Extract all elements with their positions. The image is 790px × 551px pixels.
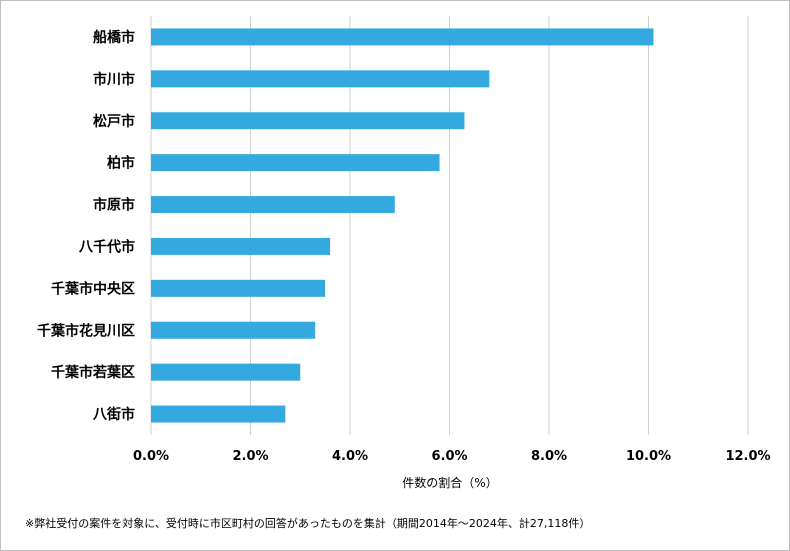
x-tick-label: 2.0% (232, 449, 268, 464)
category-label: 千葉市中央区 (51, 280, 135, 297)
bar (151, 279, 326, 297)
category-label: 市川市 (93, 71, 135, 88)
x-tick-label: 6.0% (431, 449, 467, 464)
x-tick-label: 10.0% (626, 449, 671, 464)
x-tick-label: 12.0% (725, 449, 770, 464)
category-label: 柏市 (107, 155, 135, 172)
category-label: 千葉市若葉区 (51, 364, 135, 381)
category-label: 八街市 (92, 406, 135, 423)
bar (151, 363, 301, 381)
x-tick-label: 8.0% (531, 449, 567, 464)
bar (151, 154, 440, 172)
category-label: 船橋市 (93, 29, 135, 46)
bar (151, 28, 654, 46)
x-axis-title: 件数の割合（%） (402, 475, 497, 490)
x-tick-label: 4.0% (332, 449, 368, 464)
x-tick-labels: 0.0% 2.0% 4.0% 6.0% 8.0% 10.0% 12.0% (133, 449, 771, 464)
bar (151, 112, 465, 130)
bar (151, 405, 286, 423)
bar (151, 70, 490, 88)
category-label: 市原市 (93, 197, 135, 214)
bar (151, 237, 331, 255)
bars (151, 28, 654, 423)
x-tick-label: 0.0% (133, 449, 169, 464)
category-label: 八千代市 (78, 238, 135, 255)
category-label: 千葉市花見川区 (37, 322, 135, 339)
footnote: ※弊社受付の案件を対象に、受付時に市区町村の回答があったものを集計（期間2014… (25, 517, 591, 530)
bar (151, 321, 316, 339)
category-label: 松戸市 (93, 113, 135, 130)
bar (151, 196, 395, 214)
